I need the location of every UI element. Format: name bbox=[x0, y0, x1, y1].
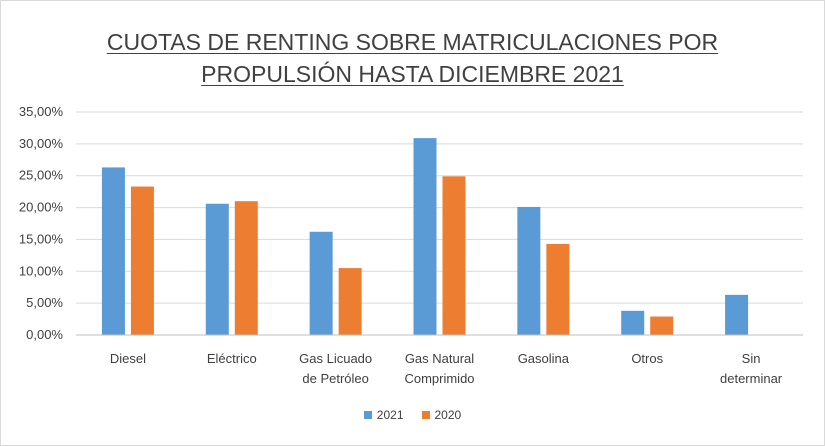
bar-2021 bbox=[101, 167, 125, 335]
bar-2021 bbox=[517, 206, 541, 335]
legend-item-2021: 2021 bbox=[363, 408, 404, 422]
legend: 2021 2020 bbox=[0, 408, 825, 422]
y-tick-label: 35,00% bbox=[19, 104, 64, 119]
x-tick-label: Diesel bbox=[110, 351, 146, 366]
bar-2020 bbox=[546, 243, 570, 335]
y-tick-label: 15,00% bbox=[19, 231, 64, 246]
bar-2020 bbox=[130, 186, 154, 335]
x-tick-label: Otros bbox=[631, 351, 663, 366]
y-tick-label: 10,00% bbox=[19, 263, 64, 278]
legend-swatch-2021 bbox=[363, 411, 372, 419]
bar-2021 bbox=[309, 231, 333, 335]
bar-2020 bbox=[338, 268, 362, 335]
x-tick-label: Gas Licuado de Petróleo bbox=[299, 351, 372, 386]
legend-label-2021: 2021 bbox=[376, 408, 404, 422]
chart-title-line-1: CUOTAS DE RENTING SOBRE MATRICULACIONES … bbox=[106, 29, 719, 55]
y-tick-label: 20,00% bbox=[19, 200, 64, 215]
bar-2021 bbox=[413, 138, 437, 335]
chart-title: CUOTAS DE RENTING SOBRE MATRICULACIONES … bbox=[0, 26, 825, 90]
legend-item-2020: 2020 bbox=[421, 408, 462, 422]
x-tick-label: Sin determinar bbox=[720, 351, 783, 386]
y-tick-label: 5,00% bbox=[26, 295, 63, 310]
x-tick-label: Gasolina bbox=[518, 351, 570, 366]
y-tick-label: 30,00% bbox=[19, 136, 64, 151]
bar-2020 bbox=[650, 316, 674, 335]
legend-label-2020: 2020 bbox=[434, 408, 462, 422]
y-tick-label: 0,00% bbox=[26, 327, 63, 342]
bar-2021 bbox=[621, 310, 645, 335]
x-tick-label: Gas Natural Comprimido bbox=[404, 351, 474, 386]
legend-swatch-2020 bbox=[421, 411, 430, 419]
x-tick-label: Eléctrico bbox=[207, 351, 257, 366]
y-tick-label: 25,00% bbox=[19, 168, 64, 183]
bar-2021 bbox=[725, 294, 749, 335]
bar-2020 bbox=[442, 176, 466, 335]
bar-2020 bbox=[234, 201, 258, 335]
chart-title-line-2: PROPULSIÓN HASTA DICIEMBRE 2021 bbox=[201, 61, 624, 87]
bar-2021 bbox=[205, 203, 229, 335]
